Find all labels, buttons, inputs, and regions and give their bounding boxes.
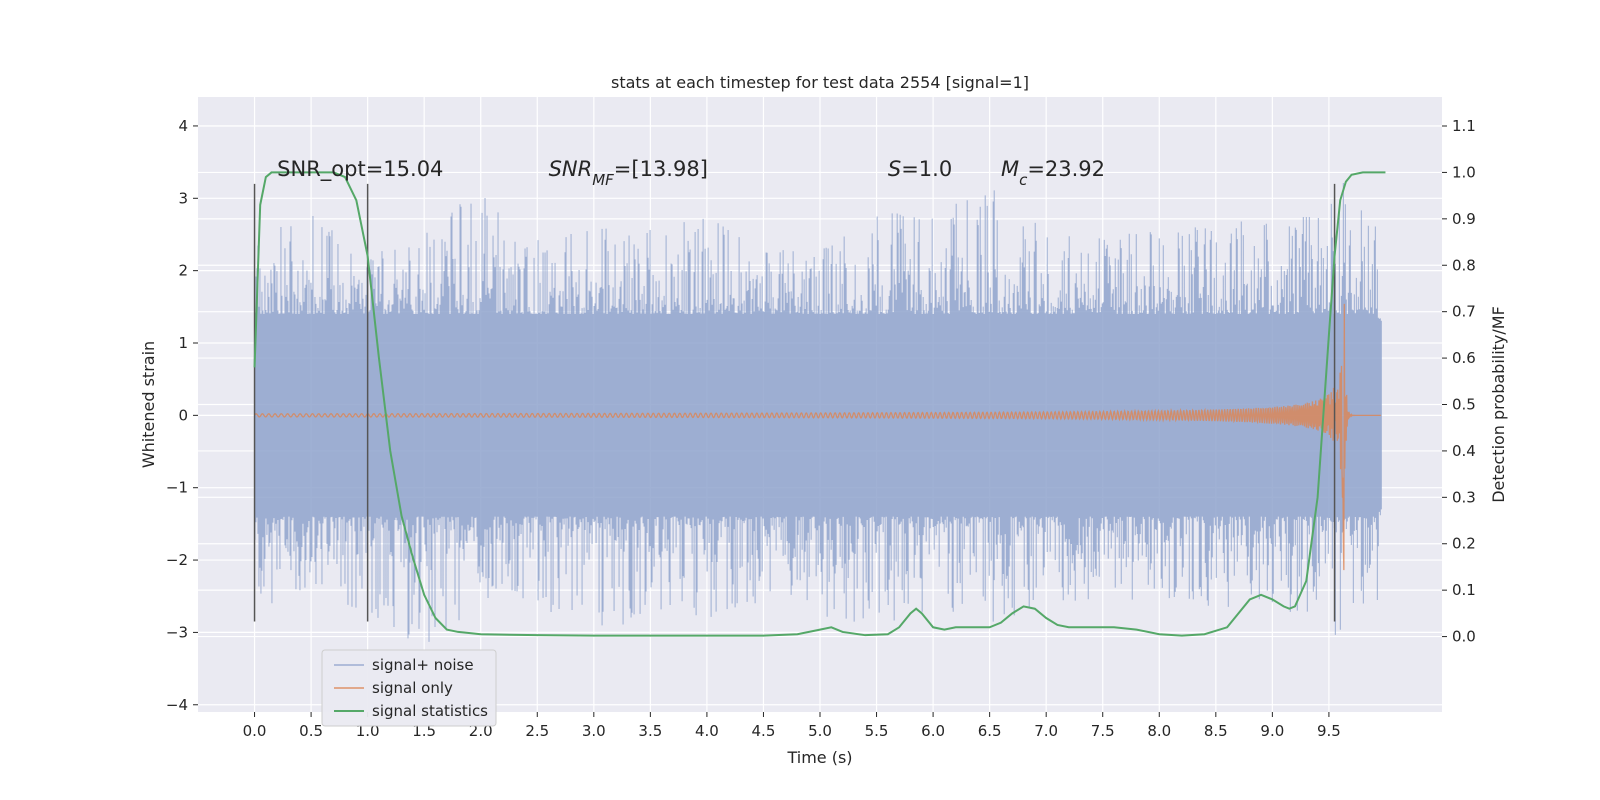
y2-tick-label: 0.3 bbox=[1452, 488, 1476, 506]
y2-tick-label: 0.0 bbox=[1452, 628, 1476, 646]
y-tick-label: 2 bbox=[178, 262, 188, 280]
annotation-part: =23.92 bbox=[1027, 157, 1105, 181]
x-tick-label: 8.5 bbox=[1204, 722, 1228, 740]
x-tick-label: 5.5 bbox=[865, 722, 889, 740]
x-tick-label: 0.0 bbox=[243, 722, 267, 740]
x-tick-label: 4.0 bbox=[695, 722, 719, 740]
statistics-line bbox=[253, 171, 1386, 637]
legend-label: signal statistics bbox=[372, 702, 488, 720]
x-tick-label: 9.5 bbox=[1317, 722, 1341, 740]
x-tick-label: 9.0 bbox=[1260, 722, 1284, 740]
annotation: SNRMF=[13.98] bbox=[549, 157, 708, 189]
legend: signal+ noise signal only signal statistic… bbox=[321, 649, 497, 727]
x-tick-label: 7.0 bbox=[1034, 722, 1058, 740]
y2-tick-label: 0.6 bbox=[1452, 349, 1476, 367]
annotation-part: c bbox=[1019, 171, 1028, 189]
legend-box bbox=[321, 649, 497, 727]
y2-axis-label: Detection probability/MF bbox=[1489, 306, 1508, 503]
y2-tick-label: 0.2 bbox=[1452, 535, 1476, 553]
series-signal-statistics bbox=[253, 171, 1386, 637]
x-tick-label: 3.0 bbox=[582, 722, 606, 740]
y2-tick-label: 1.1 bbox=[1452, 117, 1476, 135]
y-tick-label: 0 bbox=[178, 406, 188, 424]
x-tick-label: 7.5 bbox=[1091, 722, 1115, 740]
annotation-part: =1.0 bbox=[901, 157, 952, 181]
y2-tick-label: 0.5 bbox=[1452, 396, 1476, 414]
x-tick-label: 6.5 bbox=[978, 722, 1002, 740]
annotation-part: MF bbox=[592, 171, 614, 189]
y2-tick-label: 1.0 bbox=[1452, 163, 1476, 181]
x-tick-label: 4.5 bbox=[752, 722, 776, 740]
x-tick-label: 5.0 bbox=[808, 722, 832, 740]
y-axis-label: Whitened strain bbox=[139, 341, 158, 468]
y2-tick-label: 0.9 bbox=[1452, 210, 1476, 228]
x-tick-label: 0.5 bbox=[299, 722, 323, 740]
annotation-part: M bbox=[1001, 157, 1019, 181]
legend-label: signal only bbox=[372, 679, 453, 697]
x-tick-label: 2.5 bbox=[525, 722, 549, 740]
annotation: Mc=23.92 bbox=[1001, 157, 1105, 189]
y-tick-label: 3 bbox=[178, 189, 188, 207]
x-tick-label: 3.5 bbox=[638, 722, 662, 740]
y-tick-label: −4 bbox=[166, 696, 188, 714]
y-tick-label: −3 bbox=[166, 623, 188, 641]
series-signal-only bbox=[254, 303, 1381, 571]
y-tick-label: 1 bbox=[178, 334, 188, 352]
legend-label: signal+ noise bbox=[372, 656, 474, 674]
y-tick-label: 4 bbox=[178, 117, 188, 135]
x-tick-label: 8.0 bbox=[1147, 722, 1171, 740]
y2-tick-label: 0.8 bbox=[1452, 256, 1476, 274]
annotation-part: =[13.98] bbox=[614, 157, 708, 181]
annotation: SNR_opt=15.04 bbox=[277, 157, 443, 182]
annotation: S=1.0 bbox=[888, 157, 952, 181]
y2-tick-label: 0.1 bbox=[1452, 581, 1476, 599]
axis-ticks: 0.0 0.5 1.0 1.5 2.0 2.5 3.0 3.5 4.0 4.5 5.0 5.5 6.0 6… bbox=[166, 117, 1476, 740]
y-tick-label: −1 bbox=[166, 479, 188, 497]
annotation-part: S bbox=[888, 157, 901, 181]
signal-trace bbox=[254, 303, 1381, 571]
annotation-part: SNR bbox=[549, 157, 593, 181]
annotations: SNR_opt=15.04 SNRMF=[13.98] S=1.0 Mc=23.92 bbox=[277, 157, 1105, 189]
chart-title: stats at each timestep for test data 255… bbox=[611, 73, 1029, 92]
y2-tick-label: 0.4 bbox=[1452, 442, 1476, 460]
x-tick-label: 6.0 bbox=[921, 722, 945, 740]
y-tick-label: −2 bbox=[166, 551, 188, 569]
y2-tick-label: 0.7 bbox=[1452, 303, 1476, 321]
x-axis-label: Time (s) bbox=[786, 748, 852, 767]
